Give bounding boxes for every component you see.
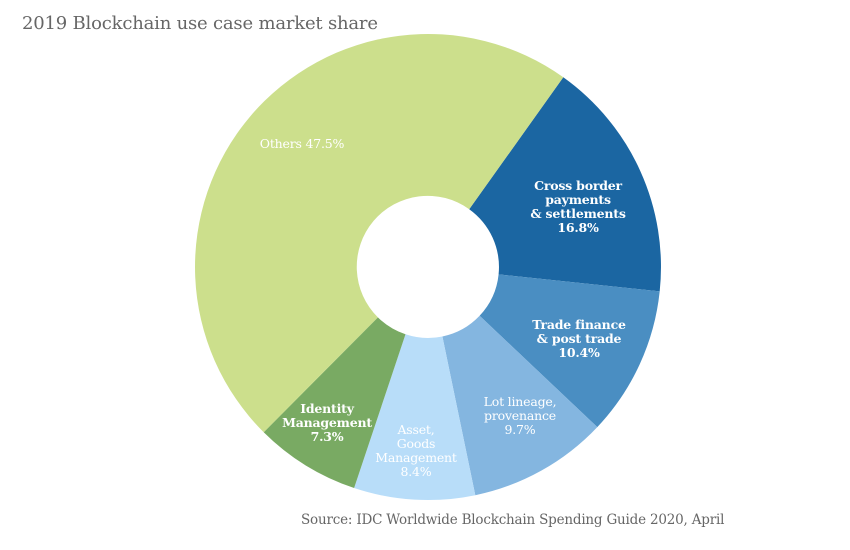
slice-others[interactable] (195, 33, 564, 433)
slice-lot-lineage[interactable] (442, 315, 598, 496)
chart-title: 2019 Blockchain use case market share (22, 13, 378, 34)
label-trade-finance: Trade finance & post trade 10.4% (532, 317, 626, 360)
label-cross-border: Cross border payments & settlements 16.8… (530, 178, 626, 235)
slice-identity[interactable] (263, 317, 406, 488)
slice-trade-finance[interactable] (479, 274, 660, 428)
label-lot-lineage: Lot lineage, provenance 9.7% (483, 394, 557, 437)
label-identity: Identity Management 7.3% (282, 401, 372, 444)
label-others: Others 47.5% (259, 136, 345, 151)
slice-asset-goods[interactable] (354, 334, 476, 501)
source-note: Source: IDC Worldwide Blockchain Spendin… (301, 512, 725, 528)
slice-cross-border[interactable] (469, 77, 661, 292)
label-asset-goods: Asset, Goods Management 8.4% (375, 422, 457, 479)
